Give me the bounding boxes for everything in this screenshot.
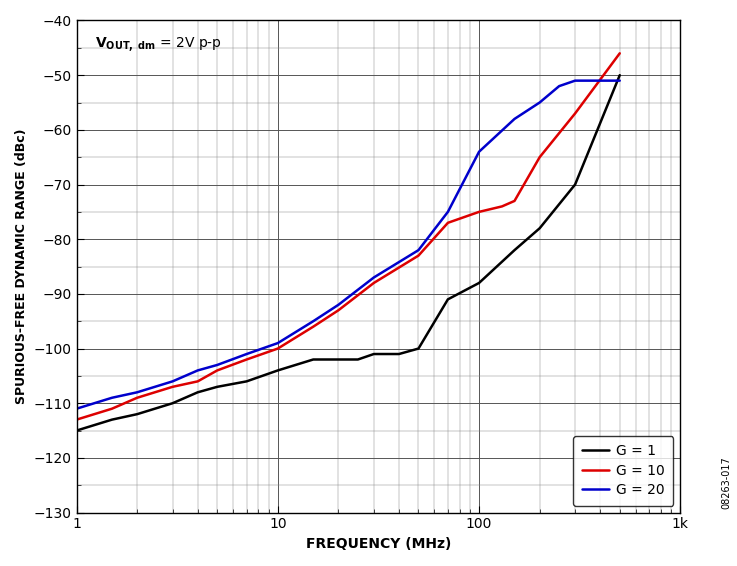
- G = 1: [168, 400, 177, 406]
- G = 20: [369, 274, 378, 281]
- G = 20: [108, 395, 116, 401]
- Line: G = 20: G = 20: [77, 80, 620, 409]
- G = 1: [535, 225, 544, 231]
- G = 10: [475, 208, 483, 215]
- G = 1: [510, 247, 519, 254]
- G = 20: [414, 247, 423, 254]
- G = 1: [414, 345, 423, 352]
- G = 10: [168, 383, 177, 390]
- G = 20: [555, 83, 564, 89]
- G = 20: [72, 405, 81, 412]
- G = 1: [309, 356, 318, 363]
- G = 20: [309, 318, 318, 325]
- G = 1: [213, 383, 222, 390]
- G = 1: [334, 356, 343, 363]
- G = 10: [615, 50, 624, 57]
- G = 1: [394, 350, 403, 357]
- G = 20: [133, 389, 142, 396]
- Line: G = 1: G = 1: [77, 75, 620, 431]
- G = 1: [354, 356, 363, 363]
- G = 10: [535, 154, 544, 161]
- X-axis label: FREQUENCY (MHz): FREQUENCY (MHz): [306, 537, 451, 551]
- G = 10: [334, 307, 343, 314]
- G = 1: [242, 378, 251, 385]
- Text: 08263-017: 08263-017: [721, 457, 731, 509]
- Y-axis label: SPURIOUS-FREE DYNAMIC RANGE (dBc): SPURIOUS-FREE DYNAMIC RANGE (dBc): [15, 129, 28, 404]
- G = 10: [369, 280, 378, 286]
- G = 20: [213, 362, 222, 368]
- G = 1: [369, 350, 378, 357]
- G = 1: [108, 416, 116, 423]
- Line: G = 10: G = 10: [77, 53, 620, 419]
- G = 1: [193, 389, 202, 396]
- G = 10: [213, 367, 222, 374]
- G = 1: [570, 181, 579, 188]
- G = 1: [475, 280, 483, 286]
- G = 10: [309, 323, 318, 330]
- Legend: G = 1, G = 10, G = 20: G = 1, G = 10, G = 20: [573, 436, 674, 505]
- G = 20: [535, 99, 544, 106]
- Text: $\mathbf{V_{OUT,\ dm}}$ = 2V p-p: $\mathbf{V_{OUT,\ dm}}$ = 2V p-p: [94, 35, 222, 54]
- G = 10: [72, 416, 81, 423]
- G = 20: [595, 77, 604, 84]
- G = 20: [273, 340, 282, 346]
- G = 1: [72, 427, 81, 434]
- G = 20: [570, 77, 579, 84]
- G = 20: [334, 302, 343, 308]
- G = 20: [242, 350, 251, 357]
- G = 10: [133, 395, 142, 401]
- G = 20: [444, 208, 453, 215]
- G = 20: [510, 115, 519, 122]
- G = 1: [133, 411, 142, 418]
- G = 10: [242, 356, 251, 363]
- G = 10: [497, 203, 506, 210]
- G = 20: [615, 77, 624, 84]
- G = 10: [108, 405, 116, 412]
- G = 1: [444, 296, 453, 303]
- G = 20: [168, 378, 177, 385]
- G = 10: [273, 345, 282, 352]
- G = 10: [510, 198, 519, 204]
- G = 10: [570, 110, 579, 117]
- G = 1: [273, 367, 282, 374]
- G = 10: [444, 220, 453, 226]
- G = 10: [414, 252, 423, 259]
- G = 10: [193, 378, 202, 385]
- G = 1: [615, 72, 624, 79]
- G = 20: [475, 148, 483, 155]
- G = 20: [193, 367, 202, 374]
